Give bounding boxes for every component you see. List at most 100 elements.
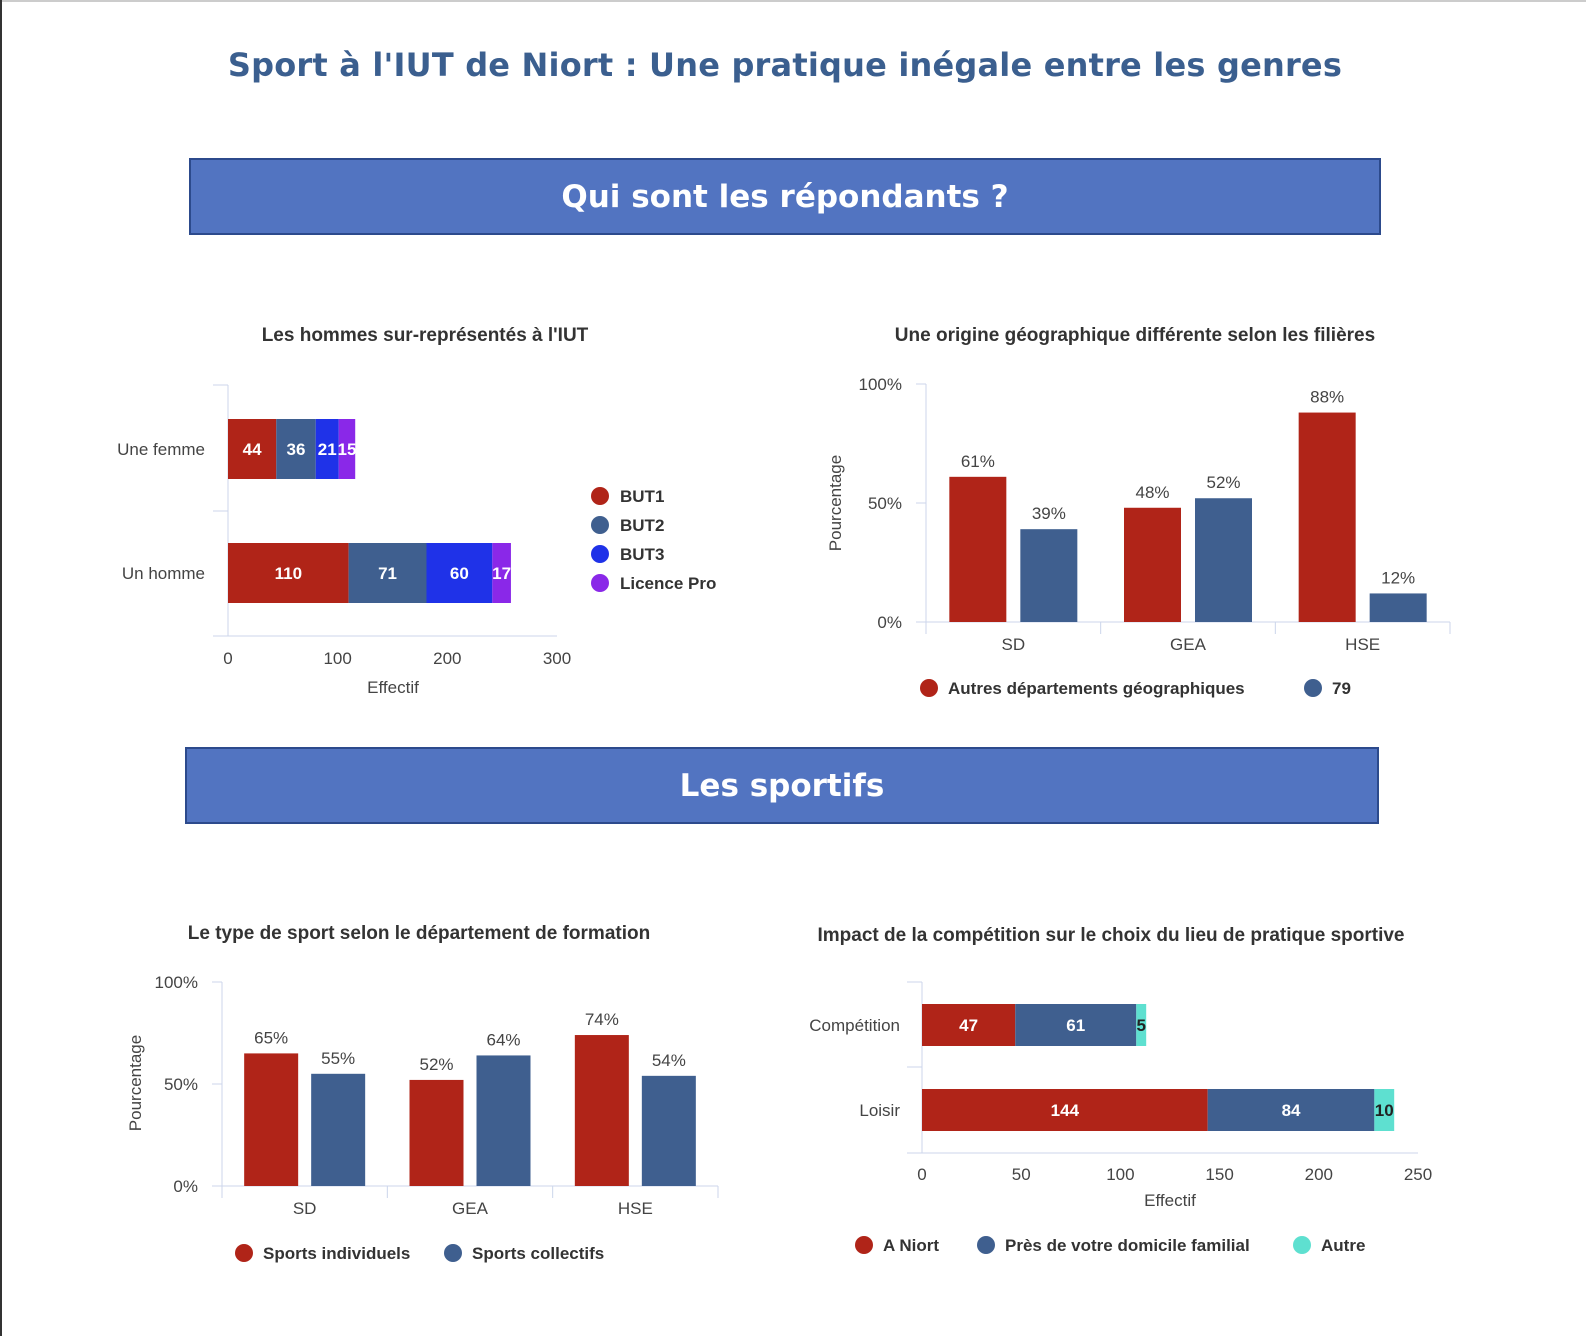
x-tick-label: 100 [323,649,351,668]
bar [348,543,427,603]
bar [1136,1004,1147,1046]
y-tick-label: 50% [164,1075,198,1094]
x-tick-label: GEA [452,1199,489,1218]
x-tick-label: GEA [1170,635,1207,654]
data-label: 5 [1136,1016,1145,1035]
data-label: 84 [1282,1101,1301,1120]
y-tick-label: Une femme [117,440,205,459]
x-tick-label: SD [1002,635,1026,654]
data-label: 39% [1032,504,1066,523]
bar [426,543,493,603]
data-label: 61% [961,452,995,471]
data-label: 110 [275,564,302,583]
bar [315,419,339,479]
data-label: 21 [318,440,337,459]
bar [1374,1089,1395,1131]
bar [1124,507,1181,622]
legend-label: Près de votre domicile familial [1005,1236,1250,1255]
bar [476,1055,531,1186]
chart-title: Impact de la compétition sur le choix du… [817,925,1404,946]
y-tick-label: 0% [173,1177,198,1196]
section-banner-respondents: Qui sont les répondants ? [189,158,1381,235]
section-banner-label: Qui sont les répondants ? [561,178,1009,215]
x-tick-label: 50 [1012,1165,1031,1184]
legend-label: Sports individuels [263,1244,410,1263]
legend-marker [1304,679,1322,697]
page-left-border [0,0,2,1336]
section-banner-label: Les sportifs [679,767,885,804]
y-tick-label: Un homme [122,564,205,583]
data-label: 65% [254,1028,288,1047]
x-tick-label: 150 [1205,1165,1233,1184]
x-tick-label: 100 [1106,1165,1134,1184]
data-label: 54% [652,1051,686,1070]
legend-label: A Niort [883,1236,939,1255]
bar [1020,529,1078,622]
section-banner-sportifs: Les sportifs [185,747,1379,824]
bar [409,1079,464,1186]
legend-label: Autres départements géographiques [948,679,1245,698]
x-tick-label: 200 [433,649,461,668]
legend-marker [235,1244,253,1262]
data-label: 15 [338,440,357,459]
legend-marker [591,574,609,592]
bar [276,419,316,479]
legend-label: Autre [1321,1236,1365,1255]
legend-label: BUT1 [620,487,664,506]
x-tick-label: 200 [1305,1165,1333,1184]
x-tick-label: 0 [917,1165,926,1184]
legend-label: BUT2 [620,516,664,535]
y-axis-title: Pourcentage [826,455,845,551]
bar [1015,1004,1137,1046]
legend-label: 79 [1332,679,1351,698]
x-tick-label: 0 [223,649,232,668]
legend-marker [920,679,938,697]
bar [574,1035,629,1186]
legend-label: Licence Pro [620,574,716,593]
bar [1298,412,1356,622]
bar [1195,498,1252,622]
data-label: 12% [1381,568,1415,587]
legend-marker [1293,1236,1311,1254]
x-tick-label: SD [293,1199,317,1218]
y-tick-label: 100% [155,973,198,992]
data-label: 61 [1066,1016,1085,1035]
bar [922,1004,1016,1046]
data-label: 55% [321,1049,355,1068]
bar [1207,1089,1375,1131]
y-tick-label: Compétition [809,1016,900,1035]
y-tick-label: 0% [877,613,902,632]
bar [228,419,277,479]
bar [244,1053,299,1186]
x-axis-title: Effectif [1144,1191,1196,1210]
y-tick-label: 50% [868,494,902,513]
chart-title: Une origine géographique différente selo… [895,325,1375,346]
bar [1369,593,1427,622]
data-label: 10 [1375,1101,1394,1120]
y-tick-label: 100% [859,375,902,394]
x-tick-label: HSE [618,1199,653,1218]
bar [949,476,1007,622]
y-tick-label: Loisir [859,1101,900,1120]
data-label: 144 [1051,1101,1080,1120]
page-title: Sport à l'IUT de Niort : Une pratique in… [227,46,1343,84]
legend-marker [444,1244,462,1262]
bar [311,1073,366,1186]
bar [922,1089,1208,1131]
data-label: 17 [492,564,511,583]
data-label: 52% [419,1055,453,1074]
data-label: 52% [1206,473,1240,492]
chart-title: Le type de sport selon le département de… [188,923,650,944]
bar [492,543,511,603]
data-label: 60 [450,564,469,583]
data-label: 36 [287,440,306,459]
bar [338,419,356,479]
bar [228,543,349,603]
legend-marker [591,487,609,505]
legend-marker [591,516,609,534]
legend-marker [591,545,609,563]
legend-label: BUT3 [620,545,664,564]
x-axis-title: Effectif [367,678,419,697]
data-label: 74% [585,1010,619,1029]
